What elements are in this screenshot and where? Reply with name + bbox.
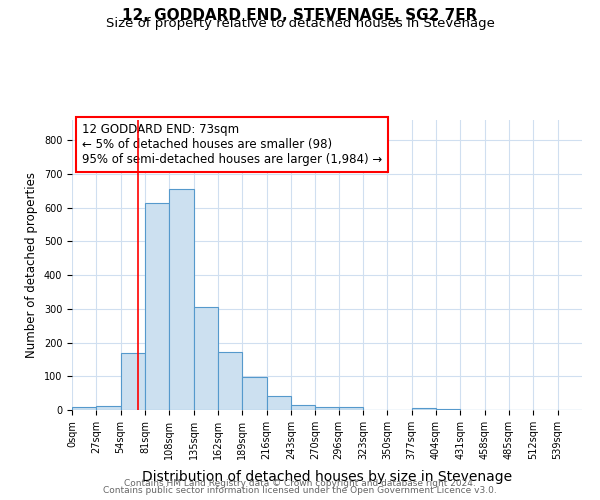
Bar — [145, 202, 169, 410]
Y-axis label: Number of detached properties: Number of detached properties — [25, 172, 38, 358]
Bar — [412, 408, 436, 410]
Bar — [315, 406, 339, 410]
Text: Contains public sector information licensed under the Open Government Licence v3: Contains public sector information licen… — [103, 486, 497, 495]
Bar — [242, 377, 266, 410]
Bar — [218, 352, 242, 410]
Bar — [266, 396, 291, 410]
X-axis label: Distribution of detached houses by size in Stevenage: Distribution of detached houses by size … — [142, 470, 512, 484]
Bar — [121, 352, 145, 410]
Bar — [339, 408, 363, 410]
Bar — [436, 409, 460, 410]
Text: 12 GODDARD END: 73sqm
← 5% of detached houses are smaller (98)
95% of semi-detac: 12 GODDARD END: 73sqm ← 5% of detached h… — [82, 123, 382, 166]
Bar — [72, 408, 97, 410]
Text: Size of property relative to detached houses in Stevenage: Size of property relative to detached ho… — [106, 18, 494, 30]
Bar — [169, 189, 194, 410]
Bar — [97, 406, 121, 410]
Bar — [291, 405, 315, 410]
Text: Contains HM Land Registry data © Crown copyright and database right 2024.: Contains HM Land Registry data © Crown c… — [124, 478, 476, 488]
Text: 12, GODDARD END, STEVENAGE, SG2 7ER: 12, GODDARD END, STEVENAGE, SG2 7ER — [122, 8, 478, 22]
Bar — [194, 307, 218, 410]
